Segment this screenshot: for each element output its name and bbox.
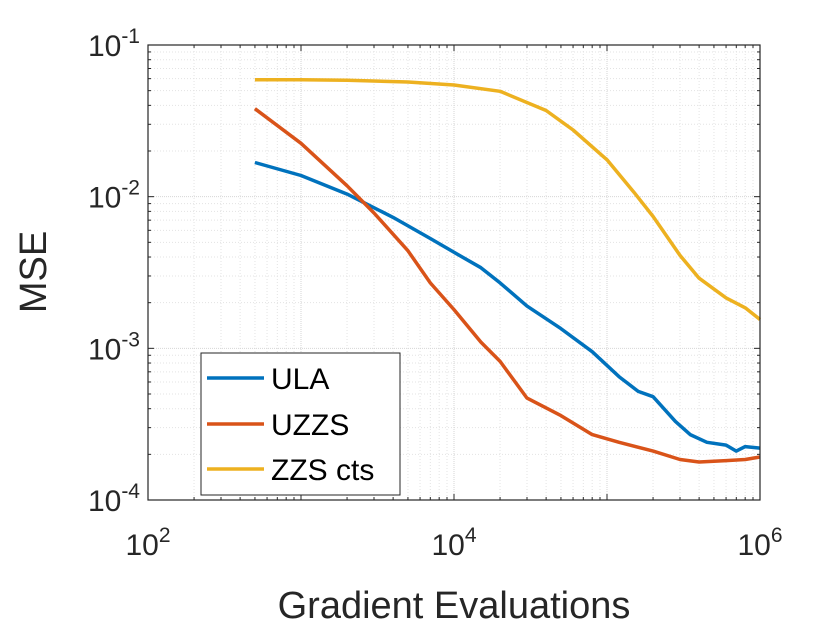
y-tick-label: 10-1	[88, 25, 140, 63]
series-lines	[253, 78, 762, 464]
series-line-zzs-cts	[254, 78, 762, 321]
legend-label-uzzs: UZZS	[271, 409, 349, 442]
y-axis-label: MSE	[13, 231, 55, 313]
legend-label-zzs-cts: ZZS cts	[271, 454, 374, 487]
series-line-ula	[254, 160, 761, 453]
x-tick-label: 104	[431, 524, 476, 562]
x-tick-label: 106	[737, 524, 782, 562]
y-tick-label: 10-4	[88, 480, 140, 518]
y-tick-label: 10-2	[88, 177, 140, 215]
x-tick-label: 102	[125, 524, 170, 562]
axis-ticks	[147, 44, 761, 501]
x-axis-label: Gradient Evaluations	[278, 585, 631, 627]
legend: ULA UZZS ZZS cts	[200, 352, 401, 496]
y-tick-label: 10-3	[88, 328, 140, 366]
series-line-uzzs	[253, 107, 761, 464]
legend-label-ula: ULA	[271, 363, 329, 396]
tick-labels: 102 104 106 10-1 10-2 10-3 10-4	[88, 25, 783, 562]
